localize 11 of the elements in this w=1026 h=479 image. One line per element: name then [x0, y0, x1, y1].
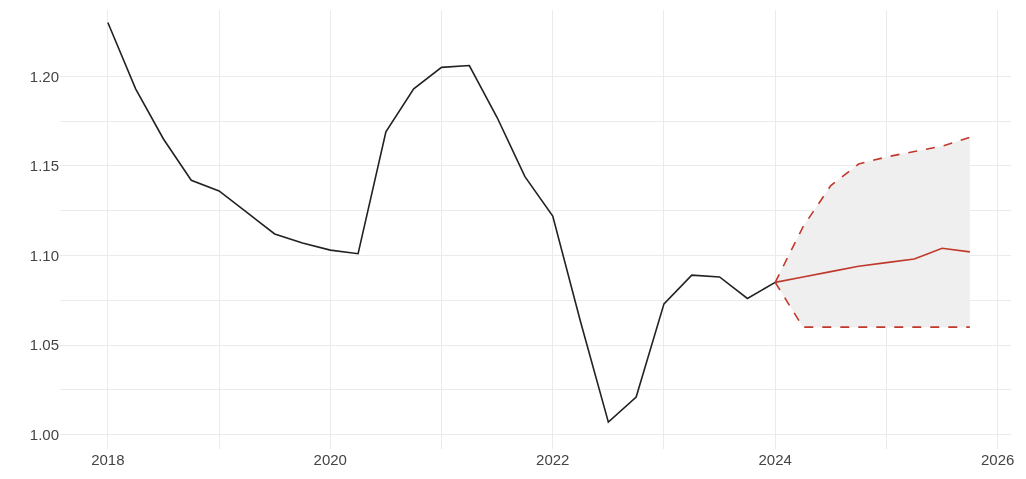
y-tick-label: 1.10	[29, 246, 59, 264]
y-tick-label: 1.05	[29, 336, 59, 354]
x-tick-label: 2022	[536, 451, 570, 468]
y-tick-label: 1.15	[29, 157, 59, 175]
line-series	[107, 21, 776, 423]
y-tick-label: 1.20	[29, 67, 59, 85]
x-tick-label: 2020	[313, 451, 347, 468]
x-tick-label: 2018	[91, 451, 125, 468]
x-tick-label: 2024	[758, 451, 792, 468]
x-tick-label: 2026	[980, 451, 1015, 468]
y-tick-label: 1.00	[29, 425, 59, 443]
